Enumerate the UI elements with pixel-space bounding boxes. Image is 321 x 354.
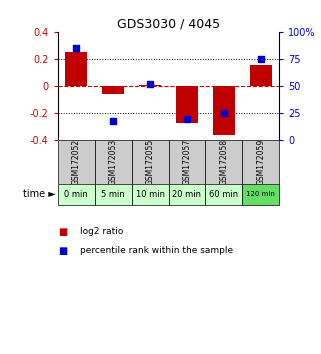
Bar bbox=[213, 86, 235, 135]
Text: GSM172057: GSM172057 bbox=[182, 139, 192, 185]
Bar bbox=[242, 184, 279, 205]
Point bbox=[147, 81, 153, 87]
Bar bbox=[58, 184, 95, 205]
Bar bbox=[132, 184, 169, 205]
Point bbox=[184, 116, 189, 121]
Text: 20 min: 20 min bbox=[172, 190, 202, 199]
Text: 120 min: 120 min bbox=[247, 192, 275, 198]
Point bbox=[74, 45, 79, 51]
Bar bbox=[169, 184, 205, 205]
Text: 5 min: 5 min bbox=[101, 190, 125, 199]
Text: 10 min: 10 min bbox=[135, 190, 165, 199]
Text: 60 min: 60 min bbox=[209, 190, 239, 199]
Bar bbox=[139, 85, 161, 86]
Bar bbox=[58, 140, 95, 184]
Text: percentile rank within the sample: percentile rank within the sample bbox=[80, 246, 233, 255]
Bar bbox=[205, 184, 242, 205]
Point bbox=[258, 56, 263, 62]
Bar bbox=[95, 140, 132, 184]
Bar bbox=[205, 140, 242, 184]
Text: GSM172052: GSM172052 bbox=[72, 139, 81, 185]
Title: GDS3030 / 4045: GDS3030 / 4045 bbox=[117, 18, 220, 31]
Text: GSM172053: GSM172053 bbox=[108, 139, 118, 185]
Text: time ►: time ► bbox=[23, 189, 56, 199]
Text: GSM172059: GSM172059 bbox=[256, 139, 265, 185]
Text: log2 ratio: log2 ratio bbox=[80, 227, 124, 235]
Bar bbox=[250, 65, 272, 86]
Text: ■: ■ bbox=[58, 246, 67, 256]
Bar bbox=[132, 140, 169, 184]
Bar bbox=[169, 140, 205, 184]
Text: GSM172055: GSM172055 bbox=[145, 139, 155, 185]
Bar bbox=[242, 140, 279, 184]
Bar bbox=[95, 184, 132, 205]
Point bbox=[221, 110, 226, 116]
Text: 0 min: 0 min bbox=[65, 190, 88, 199]
Text: GSM172058: GSM172058 bbox=[219, 139, 229, 185]
Bar bbox=[102, 86, 124, 93]
Point bbox=[110, 118, 116, 124]
Bar bbox=[65, 52, 87, 86]
Text: ■: ■ bbox=[58, 227, 67, 236]
Bar bbox=[176, 86, 198, 122]
